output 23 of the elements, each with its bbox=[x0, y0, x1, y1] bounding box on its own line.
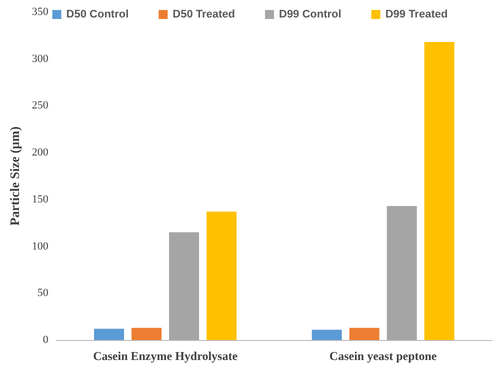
bar bbox=[169, 232, 200, 340]
legend-label: D50 Treated bbox=[172, 8, 236, 20]
bar bbox=[312, 330, 342, 340]
bar bbox=[206, 212, 237, 340]
legend-label: D99 Treated bbox=[385, 8, 448, 20]
legend-label: D99 Control bbox=[279, 8, 342, 20]
y-tick-label: 150 bbox=[32, 193, 49, 206]
bar bbox=[386, 206, 417, 340]
bar bbox=[132, 328, 162, 340]
y-tick-label: 350 bbox=[32, 6, 49, 18]
bar bbox=[94, 328, 124, 340]
y-tick-label: 250 bbox=[32, 100, 49, 112]
legend-label: D50 Control bbox=[66, 8, 129, 20]
y-tick-label: 50 bbox=[37, 287, 49, 300]
y-tick-label: 0 bbox=[42, 334, 49, 346]
x-tick-label: Casein Enzyme Hydrolysate bbox=[93, 349, 238, 363]
y-tick-label: 200 bbox=[32, 146, 49, 159]
y-axis-title: Particle Size (µm) bbox=[7, 126, 22, 226]
y-tick-label: 300 bbox=[32, 52, 49, 65]
bar bbox=[424, 42, 454, 340]
bar bbox=[349, 328, 380, 340]
x-tick-label: Casein yeast peptone bbox=[329, 349, 438, 363]
y-tick-label: 100 bbox=[32, 240, 49, 252]
